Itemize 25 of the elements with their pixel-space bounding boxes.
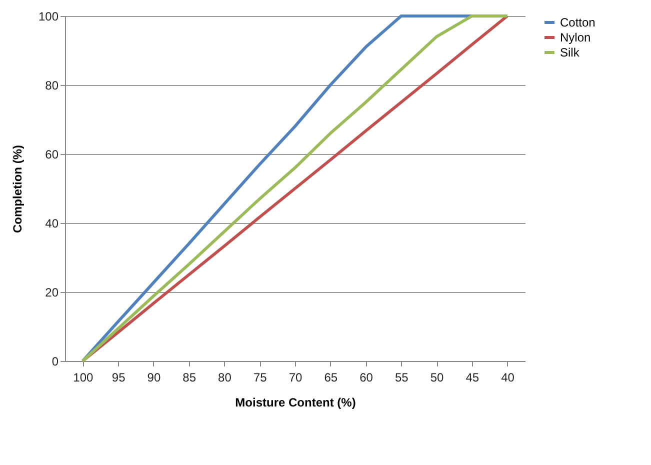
x-tick-label: 95: [112, 370, 126, 384]
y-tick-label: 80: [45, 78, 59, 92]
x-tick-label: 80: [218, 370, 232, 384]
x-tick-label: 100: [73, 370, 94, 384]
legend-label: Silk: [560, 46, 580, 60]
y-axis-title: Completion (%): [10, 145, 24, 233]
x-tick-label: 85: [182, 370, 196, 384]
y-tick-label: 40: [45, 216, 59, 230]
line-series: [81, 14, 509, 362]
x-axis-title: Moisture Content (%): [235, 396, 356, 410]
y-tick-label: 0: [52, 354, 59, 368]
y-tick-label: 100: [38, 10, 59, 24]
x-tick-label: 70: [288, 370, 302, 384]
x-tick-label: 65: [324, 370, 338, 384]
y-tick-label: 20: [45, 286, 59, 300]
x-tick-label: 60: [360, 370, 374, 384]
legend-label: Cotton: [560, 16, 596, 30]
x-tick-label: 40: [501, 370, 515, 384]
y-tick-label: 60: [45, 148, 59, 162]
x-tick-label: 45: [466, 370, 480, 384]
x-tick-label: 75: [253, 370, 268, 384]
x-tick-label: 90: [147, 370, 161, 384]
x-tick-label: 55: [394, 370, 409, 384]
x-tick-label: 50: [430, 370, 444, 384]
legend-label: Nylon: [560, 30, 591, 44]
